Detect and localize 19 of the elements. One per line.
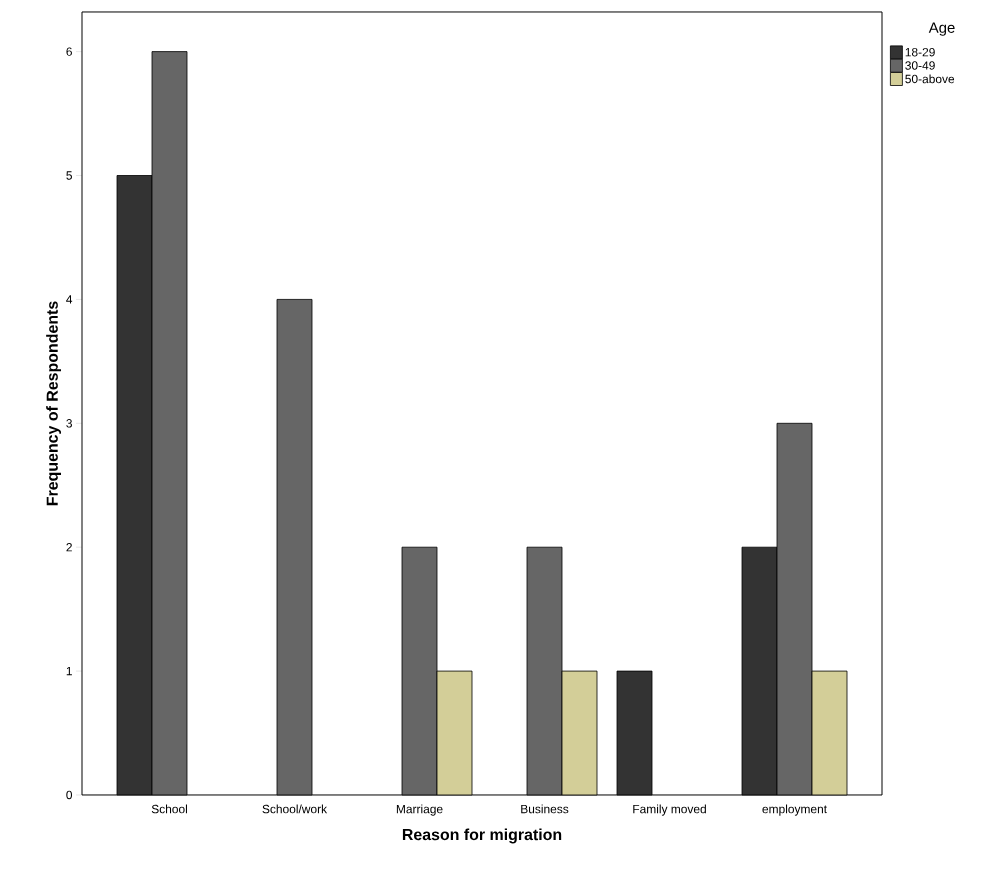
x-tick-label: Family moved bbox=[633, 804, 706, 816]
x-tick-label: Marriage bbox=[396, 804, 443, 816]
legend-title: Age bbox=[928, 22, 955, 36]
y-tick-label: 0 bbox=[66, 790, 73, 800]
y-tick-label: 4 bbox=[66, 295, 73, 304]
x-axis-title: Reason for migration bbox=[402, 828, 562, 844]
y-axis-title: Frequency of Respondents bbox=[46, 301, 61, 506]
x-tick-label: Business bbox=[521, 804, 569, 814]
x-tick-label: School bbox=[151, 804, 187, 814]
x-tick-label: School/work bbox=[262, 804, 328, 814]
y-tick-label: 5 bbox=[66, 171, 72, 180]
legend-label: 30-49 bbox=[905, 61, 935, 70]
legend-label: 50-above bbox=[905, 74, 955, 84]
y-tick-label: 6 bbox=[66, 47, 72, 56]
y-tick-label: 1 bbox=[66, 666, 72, 676]
legend-label: 18-29 bbox=[905, 47, 935, 57]
y-tick-label: 2 bbox=[66, 543, 72, 552]
x-tick-label: employment bbox=[762, 804, 827, 816]
y-tick-label: 3 bbox=[66, 419, 72, 428]
